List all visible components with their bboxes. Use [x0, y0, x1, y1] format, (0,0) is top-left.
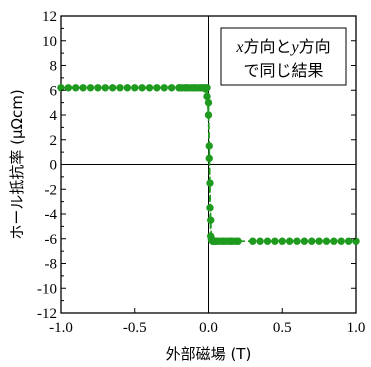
data-point — [226, 237, 235, 245]
annotation-box: x方向とy方向 で同じ結果 — [220, 27, 347, 86]
data-point — [204, 98, 213, 107]
data-point — [101, 84, 109, 92]
data-point — [337, 237, 345, 245]
x-tick-label: -1.0 — [49, 320, 73, 336]
annotation-x: x — [235, 39, 243, 56]
y-tick-label: 10 — [42, 34, 57, 50]
x-tick-label: 1.0 — [347, 320, 366, 336]
data-point — [300, 237, 309, 245]
data-point — [256, 237, 264, 245]
data-point — [249, 237, 257, 245]
data-point — [138, 84, 146, 92]
y-tick-label: -10 — [37, 281, 57, 297]
x-tick-label: 0.0 — [199, 320, 218, 336]
data-point — [278, 237, 286, 245]
data-point — [57, 84, 65, 92]
data-point — [315, 237, 323, 245]
y-tick-label: 12 — [42, 9, 57, 25]
data-point — [308, 237, 316, 245]
annotation-line-2: で同じ結果 — [243, 61, 323, 80]
data-point — [175, 84, 183, 92]
data-point — [344, 237, 353, 245]
annotation-direction: 方向 — [299, 37, 331, 56]
y-tick-label: 6 — [50, 83, 58, 99]
data-point — [64, 84, 73, 92]
y-tick-label: 8 — [50, 59, 58, 75]
y-tick-label: -4 — [45, 207, 58, 223]
data-point — [123, 84, 132, 92]
y-tick-label: 0 — [50, 158, 58, 174]
data-point — [108, 84, 117, 92]
y-tick-label: -12 — [37, 306, 57, 322]
x-axis-title: 外部磁場 (T) — [166, 345, 252, 363]
annotation-direction-and: 方向と — [243, 37, 291, 56]
y-axis-title: ホール抵抗率 (μΩcm) — [8, 89, 26, 239]
data-point — [207, 216, 215, 224]
data-point — [145, 84, 154, 92]
data-point — [352, 237, 360, 245]
annotation-frame — [220, 27, 347, 86]
data-point — [182, 84, 191, 92]
data-point — [330, 237, 338, 245]
data-point — [212, 237, 220, 245]
data-point — [205, 142, 213, 150]
annotation-y: y — [290, 39, 300, 56]
data-point — [203, 84, 211, 92]
data-point — [285, 237, 294, 245]
data-point — [153, 84, 161, 92]
plot-area — [57, 15, 360, 314]
data-point — [219, 237, 227, 245]
data-point — [116, 84, 124, 92]
x-axis: -1.0 -0.5 0.0 0.5 1.0 — [49, 308, 365, 336]
data-point — [271, 237, 279, 245]
data-point — [322, 237, 331, 245]
annotation-line-1: x方向とy方向 — [235, 37, 330, 56]
data-point — [263, 237, 272, 245]
data-point — [94, 84, 102, 92]
y-tick-label: 2 — [50, 133, 58, 149]
data-point — [190, 84, 198, 92]
y-tick-label: 4 — [50, 108, 58, 124]
series-group — [57, 84, 360, 245]
data-point — [293, 237, 301, 245]
data-point — [131, 84, 139, 92]
data-point — [203, 92, 211, 101]
x-tick-label: -0.5 — [123, 320, 147, 336]
y-tick-label: -8 — [45, 257, 58, 273]
data-point — [234, 237, 242, 245]
data-point — [167, 84, 176, 92]
y-axis: -12 -10 -8 -6 -4 -2 0 2 4 6 8 10 12 — [37, 9, 356, 322]
x-tick-label: 0.5 — [273, 320, 292, 336]
data-point — [72, 84, 80, 92]
y-tick-label: -6 — [45, 232, 58, 248]
data-point — [79, 84, 87, 92]
y-tick-label: -2 — [45, 182, 58, 198]
data-point — [160, 84, 168, 92]
data-point — [206, 179, 214, 187]
data-point — [86, 84, 95, 92]
